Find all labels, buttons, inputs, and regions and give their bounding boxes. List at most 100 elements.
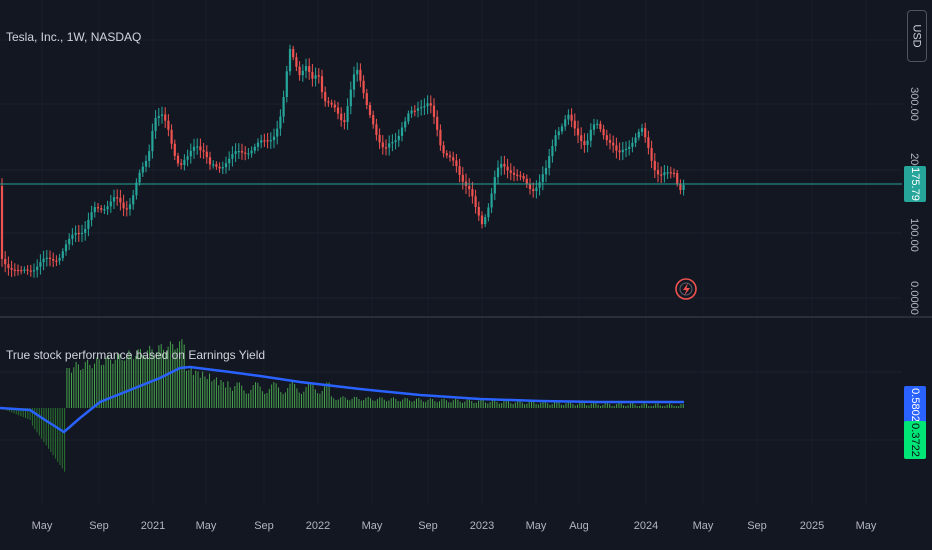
histogram-bar <box>634 404 636 408</box>
histogram-bar <box>50 408 52 452</box>
candle <box>432 105 436 117</box>
candle <box>544 168 548 175</box>
histogram-bar <box>340 397 342 408</box>
histogram-bar <box>581 401 583 408</box>
histogram-bar <box>22 408 24 418</box>
indicator-value-green-badge: 0.3722 <box>904 421 926 459</box>
histogram-bar <box>91 368 93 408</box>
histogram-bar <box>627 405 629 408</box>
histogram-bar <box>639 406 641 408</box>
histogram-bar <box>422 401 424 408</box>
histogram-bar <box>250 389 252 408</box>
lightning-icon[interactable] <box>675 278 697 300</box>
candle <box>10 267 13 270</box>
currency-button[interactable]: USD <box>907 10 927 62</box>
histogram-bar <box>374 400 376 408</box>
histogram-bar <box>142 354 144 408</box>
candle <box>282 97 285 117</box>
histogram-bar <box>326 382 328 408</box>
candle <box>138 172 141 183</box>
candle <box>512 172 516 175</box>
histogram-bar <box>505 399 507 408</box>
histogram-bar <box>579 402 581 408</box>
histogram-bar <box>370 398 371 408</box>
candle <box>64 244 68 252</box>
histogram-bar <box>248 393 250 408</box>
histogram-bar <box>655 403 657 408</box>
histogram-bar <box>112 363 114 408</box>
histogram-bar <box>664 406 666 408</box>
candle <box>221 167 224 169</box>
candle <box>621 149 624 153</box>
candle <box>541 174 544 183</box>
candle <box>455 160 458 167</box>
histogram-bar <box>491 400 493 408</box>
histogram-bar <box>629 403 631 408</box>
time-tick: 2024 <box>633 520 659 532</box>
candle <box>602 129 605 136</box>
histogram-bar <box>485 402 486 408</box>
candle <box>570 114 573 121</box>
histogram-bar <box>450 402 452 408</box>
histogram-bar <box>305 387 307 408</box>
candle <box>676 173 679 184</box>
candle <box>333 104 336 108</box>
histogram-bar <box>353 396 355 408</box>
candle <box>135 182 138 196</box>
candle <box>612 142 615 146</box>
histogram-bar <box>383 399 385 408</box>
histogram-bar <box>678 406 680 408</box>
candle <box>71 234 74 239</box>
histogram-bar <box>15 408 17 415</box>
histogram-bar <box>535 403 537 408</box>
candle <box>352 74 356 90</box>
candle <box>327 101 330 103</box>
histogram-bar <box>397 401 399 408</box>
candle <box>663 172 666 176</box>
candle <box>452 157 455 161</box>
histogram-bar <box>365 397 367 408</box>
histogram-bar <box>531 400 532 408</box>
histogram-bar <box>176 348 178 408</box>
candle <box>106 206 109 210</box>
histogram-bar <box>547 403 549 408</box>
histogram-bar <box>393 397 394 408</box>
pane-divider[interactable] <box>0 316 932 318</box>
histogram-bar <box>245 393 247 408</box>
histogram-bar <box>682 404 684 408</box>
histogram-bar <box>103 364 105 408</box>
candle <box>160 114 164 116</box>
candle <box>276 128 279 137</box>
candle <box>493 177 496 194</box>
histogram-bar <box>98 359 100 408</box>
histogram-bar <box>464 401 466 408</box>
candle <box>391 142 394 144</box>
candle <box>208 157 212 165</box>
candle <box>551 146 554 157</box>
candle <box>605 135 608 141</box>
candle <box>640 128 644 132</box>
candle <box>311 71 314 79</box>
histogram-bar <box>604 402 606 408</box>
candle <box>423 106 426 108</box>
histogram-bar <box>358 398 360 408</box>
candle <box>522 176 525 179</box>
histogram-bar <box>59 408 61 466</box>
histogram-bar <box>498 403 500 408</box>
candle <box>436 116 439 130</box>
candle <box>477 207 480 216</box>
candle <box>154 117 157 131</box>
candle <box>77 232 80 235</box>
histogram-bar <box>652 405 654 408</box>
histogram-bar <box>100 365 102 408</box>
histogram-bar <box>94 363 95 408</box>
candle <box>4 258 7 265</box>
histogram-bar <box>27 408 29 419</box>
histogram-bar <box>319 393 321 408</box>
histogram-bar <box>577 404 578 408</box>
histogram-bar <box>303 391 305 408</box>
histogram-bar <box>73 367 75 408</box>
candle <box>68 238 71 245</box>
candle <box>164 114 167 121</box>
